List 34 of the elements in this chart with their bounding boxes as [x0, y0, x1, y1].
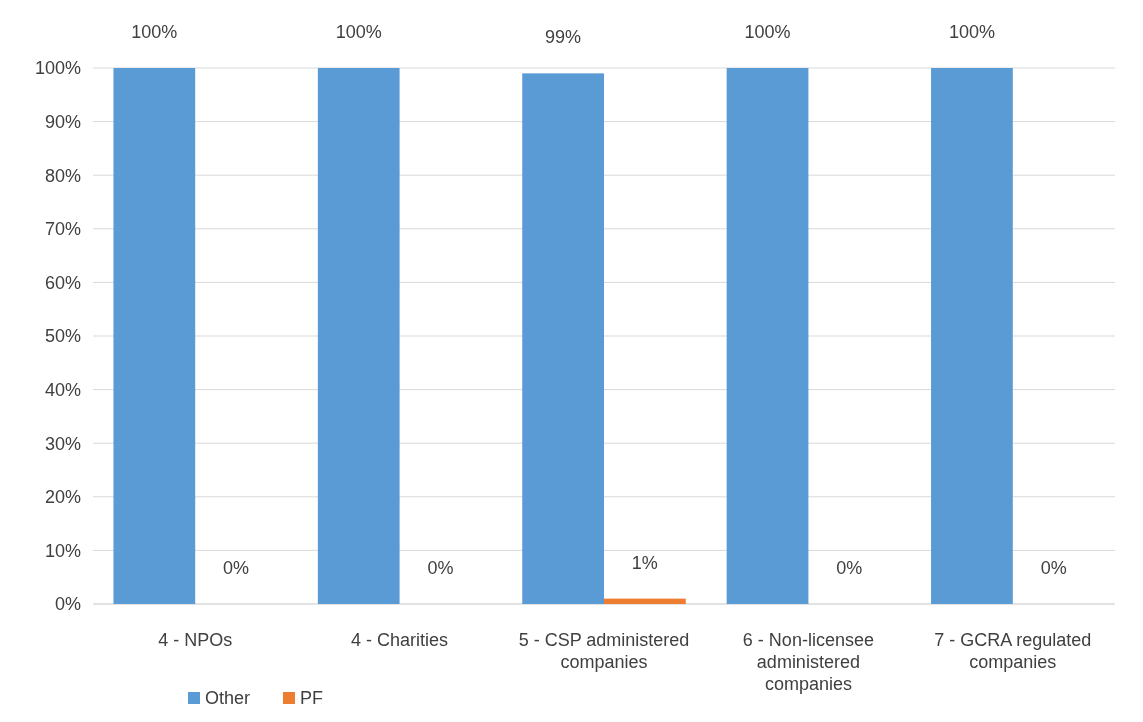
data-label: 0%	[427, 558, 454, 578]
data-label: 0%	[223, 558, 250, 578]
data-label: 0%	[1040, 558, 1067, 578]
y-tick-label: 60%	[44, 272, 81, 293]
y-tick-label: 40%	[44, 379, 81, 400]
data-label: 100%	[131, 22, 178, 42]
x-tick-label: 4 - Charities	[351, 630, 449, 650]
data-label: 100%	[335, 22, 382, 42]
bar	[931, 68, 1013, 604]
bar	[726, 68, 809, 604]
x-tick-label: 4 - NPOs	[158, 630, 233, 650]
y-tick-label: 70%	[44, 219, 81, 240]
bar	[113, 68, 196, 604]
y-tick-label: 0%	[54, 594, 81, 615]
x-tick-label: 6 - Non-licensee administered companies	[742, 630, 874, 694]
y-tick-label: 80%	[44, 165, 81, 186]
data-label: 100%	[744, 22, 791, 42]
y-tick-label: 100%	[34, 58, 81, 79]
x-tick-label: 5 - CSP administered companies	[518, 630, 690, 672]
y-tick-label: 90%	[44, 111, 81, 132]
y-tick-label: 20%	[44, 487, 81, 508]
y-tick-label: 10%	[44, 540, 81, 561]
data-label: 100%	[948, 22, 995, 42]
data-label: 99%	[545, 27, 582, 48]
bar	[317, 68, 400, 604]
data-label: 1%	[631, 552, 658, 573]
x-tick-label: 7 - GCRA regulated companies	[934, 630, 1092, 672]
legend-label: Other	[205, 688, 251, 708]
bar	[522, 73, 604, 604]
y-tick-label: 50%	[44, 326, 81, 347]
y-tick-label: 30%	[44, 433, 81, 454]
bar	[604, 598, 686, 604]
data-label: 0%	[836, 558, 863, 578]
legend-label: PF	[300, 688, 324, 708]
